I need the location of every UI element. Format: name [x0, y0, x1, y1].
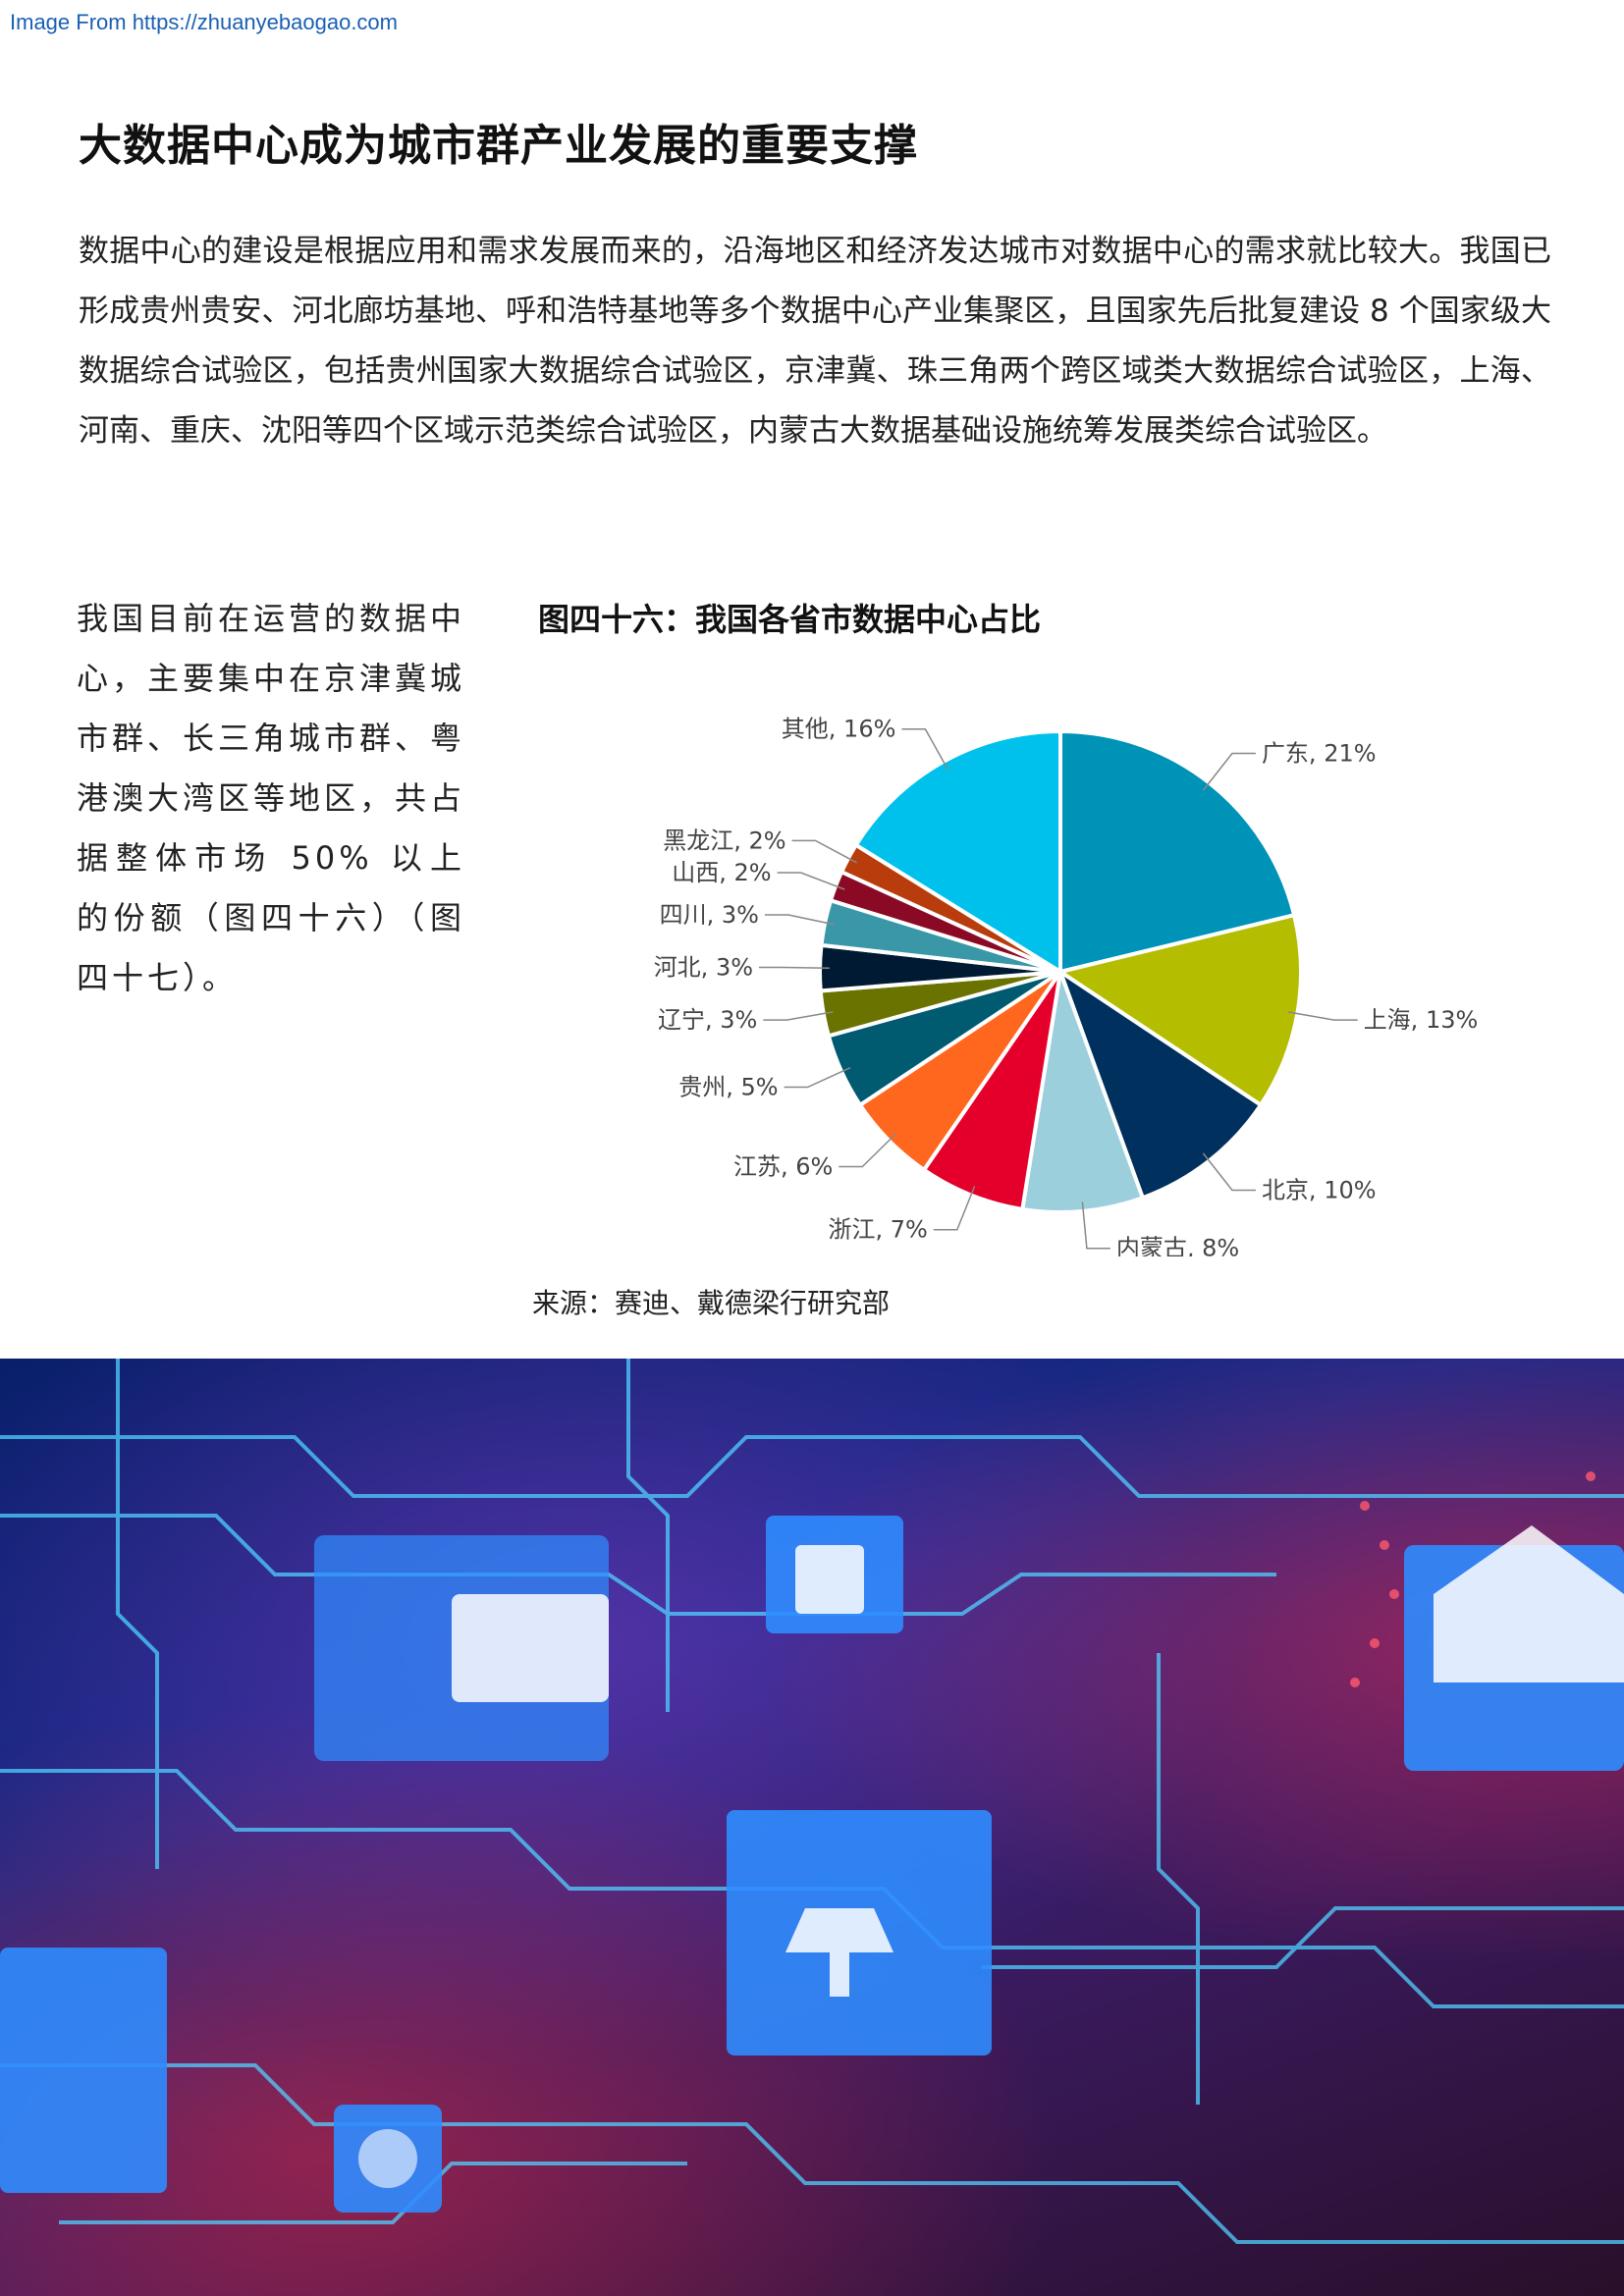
circuit-board-photo: 中国新基建报告 47	[0, 1359, 1624, 2296]
pie-label-9: 四川, 3%	[660, 901, 759, 929]
pie-label-0: 广东, 21%	[1262, 740, 1377, 768]
pie-label-11: 黑龙江, 2%	[663, 827, 785, 854]
pie-label-1: 上海, 13%	[1364, 1006, 1479, 1034]
figure-source: 来源：赛迪、戴德梁行研究部	[532, 1287, 891, 1319]
source-watermark: Image From https://zhuanyebaogao.com	[10, 10, 398, 34]
pie-leader-line-2	[1202, 1152, 1256, 1192]
side-paragraph: 我国目前在运营的数据中心，主要集中在京津冀城市群、长三角城市群、粤港澳大湾区等地…	[77, 600, 466, 996]
pie-leader-line-12	[901, 727, 949, 771]
section-heading: 大数据中心成为城市群产业发展的重要支撑	[79, 121, 918, 171]
pie-label-10: 山西, 2%	[672, 859, 771, 886]
pie-label-8: 河北, 3%	[654, 954, 753, 982]
pie-leader-line-10	[777, 872, 845, 890]
pie-leader-line-6	[784, 1067, 851, 1089]
pie-label-4: 浙江, 7%	[828, 1216, 927, 1244]
circuit-illustration	[0, 1359, 1624, 2244]
pie-leader-line-8	[759, 966, 830, 970]
pie-leader-line-1	[1287, 1011, 1358, 1021]
pie-label-6: 贵州, 5%	[678, 1074, 778, 1101]
pie-leader-line-11	[791, 839, 858, 864]
pie-label-12: 其他, 16%	[782, 716, 896, 743]
pie-leader-line-4	[933, 1186, 976, 1231]
pie-leader-line-5	[839, 1133, 896, 1168]
pie-label-3: 内蒙古, 8%	[1116, 1235, 1239, 1256]
pie-label-2: 北京, 10%	[1262, 1176, 1377, 1203]
figure-title: 图四十六：我国各省市数据中心占比	[538, 601, 1042, 638]
pie-label-5: 江苏, 6%	[733, 1153, 833, 1181]
intro-paragraph: 数据中心的建设是根据应用和需求发展而来的，沿海地区和经济发达城市对数据中心的需求…	[79, 234, 1551, 449]
pie-chart: 广东, 21% 上海, 13% 北京, 10% 内蒙古, 8% 浙江, 7% 江苏, 6%…	[654, 716, 1479, 1256]
pie-leader-line-9	[764, 914, 835, 926]
pie-leader-line-3	[1081, 1201, 1110, 1250]
pie-label-7: 辽宁, 3%	[658, 1006, 757, 1034]
pie-leader-line-0	[1202, 752, 1256, 791]
pie-leader-line-7	[763, 1011, 834, 1021]
